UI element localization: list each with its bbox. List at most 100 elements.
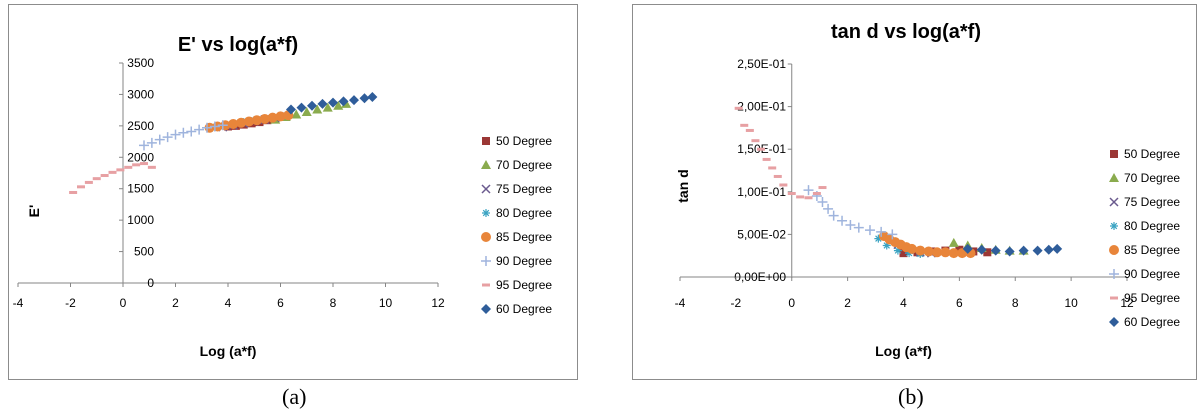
chart-b-point-85-degree [923, 246, 934, 257]
chart-b-legend-marker-75-degree [1109, 197, 1119, 207]
chart-b-y-tick-label: 2,50E-01 [737, 57, 786, 71]
chart-b-point-60-degree [990, 245, 1001, 256]
chart-b-point-85-degree [915, 245, 926, 256]
chart-a-point-60-degree [349, 95, 359, 106]
chart-a-point-95-degree [100, 174, 109, 178]
chart-b-point-95-degree [734, 106, 743, 110]
chart-a-point-95-degree [69, 190, 78, 194]
chart-b-x-tick-label: 12 [1120, 296, 1134, 310]
chart-a-legend-label-95-degree: 95 Degree [496, 278, 552, 292]
chart-a-y-tick-label: 1500 [127, 182, 154, 196]
chart-a-x-tick-label: 6 [277, 296, 284, 310]
chart-b-x-tick-label: 8 [1012, 296, 1019, 310]
chart-b-x-tick-label: 6 [956, 296, 963, 310]
chart-b-title: tan d vs log(a*f) [831, 21, 981, 43]
chart-a-point-95-degree [108, 170, 117, 174]
chart-b-y-tick-label: 2,00E-01 [737, 100, 786, 114]
chart-a-x-tick-label: 4 [225, 296, 232, 310]
chart-a-x-axis-label: Log (a*f) [200, 343, 257, 359]
chart-b-point-60-degree [1032, 245, 1043, 256]
chart-b-point-95-degree [768, 166, 777, 170]
chart-b-point-95-degree [779, 183, 788, 187]
chart-b-point-95-degree [818, 186, 827, 190]
chart-a-legend-label-70-degree: 70 Degree [496, 158, 552, 172]
caption-b: (b) [898, 384, 924, 409]
chart-b-point-90-degree [837, 215, 848, 226]
chart-a-y-tick-label: 2500 [127, 119, 154, 133]
chart-b-legend-marker-50-degree [1110, 150, 1118, 158]
chart-a-y-tick-label: 3000 [127, 87, 154, 101]
chart-b-point-95-degree [812, 192, 821, 196]
chart-a-point-85-degree [259, 113, 270, 124]
chart-b-point-80-degree [905, 249, 914, 258]
chart-a-point-90-degree [217, 120, 228, 131]
chart-b-legend-marker-60-degree [1109, 317, 1119, 327]
chart-a-point-70-degree [301, 107, 312, 117]
chart-b-legend-label-75-degree: 75 Degree [1124, 195, 1180, 209]
chart-b-legend-marker-70-degree [1109, 173, 1119, 182]
chart-a-legend-marker-75-degree [481, 184, 491, 194]
chart-b-legend-label-95-degree: 95 Degree [1124, 291, 1180, 305]
chart-b-point-60-degree [1018, 245, 1029, 256]
chart-a-x-tick-label: 0 [120, 296, 127, 310]
chart-a-point-60-degree [296, 102, 307, 113]
chart-a-y-tick-label: 2000 [127, 150, 154, 164]
chart-b-x-axis-label: Log (a*f) [875, 343, 932, 359]
chart-b-point-60-degree [1043, 244, 1054, 255]
chart-b-point-95-degree [757, 147, 766, 151]
chart-b-point-85-degree [940, 247, 951, 258]
chart-b-legend-marker-85-degree [1109, 245, 1119, 255]
chart-b-point-95-degree [804, 196, 813, 200]
chart-a-legend-marker-90-degree [481, 256, 491, 266]
chart-a-point-90-degree [209, 121, 220, 132]
chart-b-legend-label-85-degree: 85 Degree [1124, 243, 1180, 257]
chart-b-x-tick-label: -2 [731, 296, 742, 310]
chart-a-title: E' vs log(a*f) [178, 34, 298, 56]
chart-b-point-95-degree [751, 139, 760, 143]
chart-a-svg: E' vs log(a*f) 0 500 1000 1500 2000 2500 3000 35… [13, 34, 553, 359]
chart-b-point-80-degree [874, 234, 883, 243]
chart-b-x-tick-label: 4 [900, 296, 907, 310]
chart-a-point-90-degree [139, 140, 149, 151]
chart-b-point-90-degree [803, 185, 814, 196]
chart-a-x-tick-label: 10 [379, 296, 393, 310]
chart-a-point-90-degree [170, 129, 181, 140]
chart-a-legend-label-85-degree: 85 Degree [496, 230, 552, 244]
chart-a-legend-marker-95-degree [482, 283, 490, 287]
chart-a-y-tick-label: 500 [134, 245, 154, 259]
chart-a-point-70-degree [322, 102, 333, 112]
chart-b-legend-label-60-degree: 60 Degree [1124, 315, 1180, 329]
chart-a-point-95-degree [92, 177, 101, 181]
chart-a-y-tick-label: 0 [147, 276, 154, 290]
chart-a-y-tick-label: 3500 [127, 56, 154, 70]
chart-b-point-60-degree [962, 243, 973, 254]
chart-b-svg: tan d vs log(a*f) 0,00E+00 5,00E-02 1,00E-0… [675, 21, 1181, 359]
chart-a-point-95-degree [147, 165, 156, 169]
chart-a-point-85-degree [267, 112, 278, 123]
chart-a-y-axis-label: E' [26, 205, 42, 218]
chart-b-legend-label-50-degree: 50 Degree [1124, 147, 1180, 161]
chart-a-legend-label-75-degree: 75 Degree [496, 182, 552, 196]
chart-a-point-90-degree [146, 137, 157, 148]
chart-b-legend-marker-95-degree [1110, 296, 1118, 300]
chart-b-point-90-degree [853, 222, 864, 233]
chart-a-legend-label-50-degree: 50 Degree [496, 134, 552, 148]
chart-a-point-70-degree [333, 100, 344, 110]
chart-a-point-95-degree [116, 168, 125, 172]
chart-b-legend-marker-90-degree [1109, 269, 1119, 279]
chart-a-legend-marker-70-degree [481, 160, 491, 169]
chart-b-point-95-degree [762, 157, 771, 161]
chart-b-legend-label-90-degree: 90 Degree [1124, 267, 1180, 281]
chart-b-legend-label-70-degree: 70 Degree [1124, 171, 1180, 185]
chart-a-x-tick-label: 12 [431, 296, 445, 310]
chart-b-point-50-degree [983, 248, 992, 257]
chart-b-point-95-degree [745, 128, 754, 132]
chart-a-legend-marker-60-degree [481, 304, 491, 314]
chart-a-point-60-degree [317, 98, 328, 109]
chart-b-y-tick-label: 1,00E-01 [737, 185, 786, 199]
chart-a-point-85-degree [251, 115, 262, 126]
chart-a-point-60-degree [359, 93, 370, 104]
chart-b-x-tick-label: 2 [844, 296, 851, 310]
chart-a-point-90-degree [154, 134, 165, 145]
chart-b-point-80-degree [882, 241, 891, 250]
